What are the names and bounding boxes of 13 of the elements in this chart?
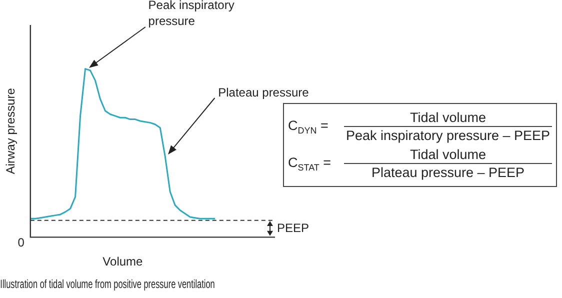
text: Peak inspiratory pressure	[148, 0, 234, 28]
text: C$_{STAT}$ =	[288, 154, 332, 172]
text: Plateau pressure – PEEP	[370, 164, 526, 180]
ref-line-label: PEEP	[277, 221, 310, 236]
y-axis-title: Airway pressure	[4, 88, 18, 174]
text: C$_{DYN}$ =	[288, 118, 330, 136]
text: Tidal volume	[344, 147, 552, 164]
x-axis-title: Volume	[102, 254, 144, 269]
text: 0	[18, 236, 25, 250]
text: Tidal volume	[344, 110, 552, 127]
text: Peak inspiratory pressure – PEEP	[344, 127, 552, 143]
text: Illustration of tidal volume from positive pressure ventilation	[0, 278, 216, 292]
text: Plateau pressure	[218, 86, 310, 100]
